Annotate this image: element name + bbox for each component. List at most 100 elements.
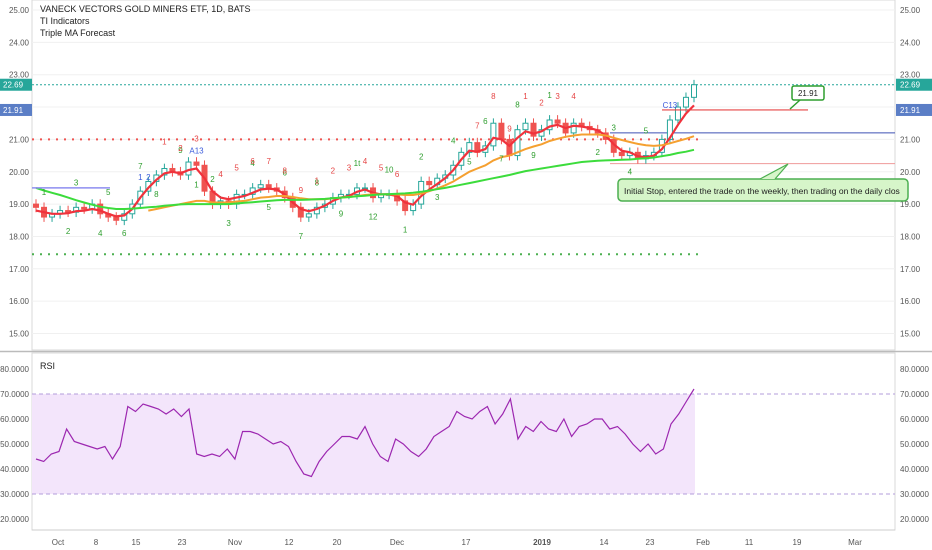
x-tick-label: Mar — [848, 538, 862, 547]
price-tick-left: 16.00 — [9, 297, 30, 306]
signal-count-green: 1 — [42, 188, 47, 197]
rsi-tick-left: 40.0000 — [0, 465, 29, 474]
signal-count-red: 3 — [555, 92, 560, 101]
signal-count-red: 2 — [539, 99, 544, 108]
price-tick-right: 17.00 — [900, 265, 921, 274]
rsi-band — [32, 393, 895, 495]
price-tick-left: 24.00 — [9, 38, 30, 47]
x-tick-label: 23 — [178, 538, 187, 547]
signal-count-green: 5 — [644, 127, 649, 136]
ma-line-fast-MA — [35, 104, 695, 218]
signal-count-green: 3 — [74, 178, 79, 187]
signal-count-red: 8 — [283, 167, 288, 176]
x-tick-label: 17 — [462, 538, 471, 547]
callout-note: Initial Stop, entered the trade on the w… — [624, 186, 900, 196]
callout-note-pointer — [759, 163, 789, 180]
candle-body — [402, 200, 409, 212]
price-tick-right: 15.00 — [900, 330, 921, 339]
signal-count-red: 6 — [250, 157, 255, 166]
signal-count-green: 3 — [226, 219, 231, 228]
stop-price-tag-left: 21.91 — [3, 106, 24, 115]
signal-count-green: 9 — [339, 209, 344, 218]
price-tick-left: 23.00 — [9, 71, 30, 80]
signal-count-red: 2 — [331, 167, 336, 176]
price-tick-left: 21.00 — [9, 135, 30, 144]
signal-count-red: 4 — [218, 170, 223, 179]
signal-count-green: 6 — [483, 117, 488, 126]
axes: 15.00 15.00 16.00 16.00 17.00 17.00 18.00 18.00… — [0, 6, 929, 547]
signal-count-green: 2 — [66, 227, 71, 236]
signal-count-red: 4 — [363, 157, 368, 166]
signal-count-green: 2 — [419, 152, 424, 161]
candle-body — [185, 161, 192, 176]
candle-body — [514, 129, 521, 157]
candle-body — [305, 213, 312, 218]
price-tick-right: 25.00 — [900, 6, 921, 15]
price-tick-right: 18.00 — [900, 232, 921, 241]
grid — [0, 0, 932, 531]
signal-count-red: 1 — [162, 138, 167, 147]
price-tick-right: 19.00 — [900, 200, 921, 209]
signal-count-red: 7 — [475, 121, 480, 130]
price-tick-left: 18.00 — [9, 232, 30, 241]
signal-count-green: 4 — [451, 136, 456, 145]
candle-body — [506, 138, 513, 157]
signal-count-red: 1 — [523, 92, 528, 101]
current-price-tag-left-bg — [0, 78, 32, 91]
legend-indicator-2: Triple MA Forecast — [40, 28, 116, 38]
ma-line-slow-MA — [35, 148, 695, 210]
annotations[interactable]: 22.69 21.91 22.69 21.91 21.91 Initial Stop, e… — [0, 78, 932, 202]
candle-body — [530, 122, 537, 137]
signal-count-green: 2 — [210, 175, 215, 184]
rsi-tick-right: 20.0000 — [900, 515, 929, 524]
signal-count-red: 3 — [347, 163, 352, 172]
candle-body — [297, 206, 304, 218]
candle-body — [682, 96, 689, 108]
signal-count-green: 4 — [628, 167, 633, 176]
signal-count-green: 6 — [122, 229, 127, 238]
candle-body — [257, 184, 264, 189]
rsi-tick-left: 50.0000 — [0, 440, 29, 449]
price-tick-right: 24.00 — [900, 38, 921, 47]
signal-count-green: 3 — [612, 123, 617, 132]
candle-body — [81, 206, 88, 210]
signal-count-red: 6 — [395, 170, 400, 179]
rsi-tick-left: 70.0000 — [0, 390, 29, 399]
signal-count-green: 7 — [299, 232, 304, 241]
candle-body — [522, 122, 529, 131]
callout-price-box — [791, 85, 825, 101]
signal-count-green: 9 — [531, 151, 536, 160]
signal-count-green: 5 — [106, 188, 111, 197]
candle-body — [193, 161, 200, 166]
candle-body — [33, 203, 39, 208]
candle-body — [121, 213, 128, 221]
legend-rsi: RSI — [40, 361, 56, 371]
x-tick-label: 8 — [94, 538, 99, 547]
current-price-tag-left: 22.69 — [3, 81, 24, 90]
candle-body — [161, 168, 168, 176]
current-price-tag: 22.69 — [900, 81, 921, 90]
price-tick-left: 20.00 — [9, 168, 30, 177]
candle-body — [466, 142, 473, 153]
signal-count-red: 5 — [379, 163, 384, 172]
signal-count-red: 3 — [194, 134, 199, 143]
candle-body — [113, 216, 120, 221]
candle-body — [490, 122, 497, 147]
stop-price-tag-bg — [896, 103, 932, 116]
x-tick-label: 2019 — [533, 538, 551, 547]
signal-count-red: 1 — [315, 176, 320, 185]
candle-body — [97, 203, 104, 215]
price-tick-right: 16.00 — [900, 297, 921, 306]
x-tick-label: 14 — [600, 538, 609, 547]
candle-body — [265, 184, 272, 189]
price-tick-left: 15.00 — [9, 330, 30, 339]
signal-count-red: 9 — [507, 125, 512, 134]
price-tick-left: 19.00 — [9, 200, 30, 209]
rsi-tick-left: 30.0000 — [0, 490, 29, 499]
signal-count-red: 7 — [266, 157, 271, 166]
signal-labels: 1234567891234567891t12101234567891234512… — [42, 91, 678, 241]
rsi-tick-right: 80.0000 — [900, 365, 929, 374]
price-tick-right: 20.00 — [900, 168, 921, 177]
signal-count-red: 4 — [571, 92, 576, 101]
